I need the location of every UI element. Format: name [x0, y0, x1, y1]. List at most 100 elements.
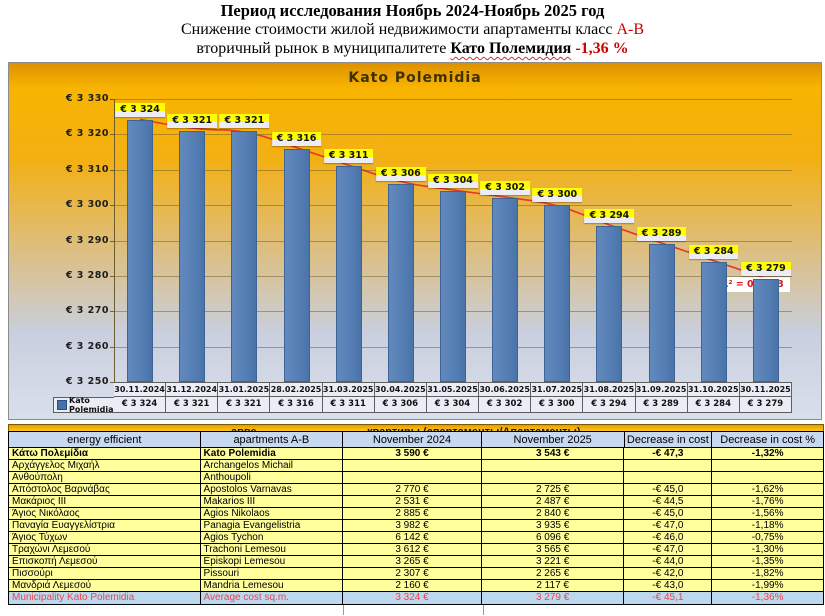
area-name-english: Agios Tychon [201, 532, 344, 543]
table-row: Απόστολος Βαρνάβας Apostolos Varnavas 2 77… [8, 484, 824, 496]
x-axis-value-cell: € 3 302 [479, 397, 532, 413]
x-axis-date-cell: 30.06.2025 [479, 382, 532, 397]
y-axis-tick [110, 275, 114, 277]
area-name-english: Agios Nikolaos [201, 508, 344, 519]
bar-value-label: € 3 304 [428, 173, 478, 188]
bar-value-label: € 3 289 [636, 227, 687, 242]
x-axis-date-cell: 31.07.2025 [531, 382, 584, 397]
cell-value: 2 265 € [482, 568, 625, 579]
y-axis-tick [110, 311, 114, 313]
table-row: Άγιος Νικόλαος Agios Nikolaos 2 885 €2 840… [8, 508, 824, 520]
cell-value: 2 307 € [343, 568, 482, 579]
x-axis-date-cell: 31.08.2025 [583, 382, 636, 397]
area-name-greek: Επισκοπή Λεμεσού [9, 556, 201, 567]
cell-value: -€ 42,0 [624, 568, 713, 579]
column-header: November 2025 [482, 432, 625, 447]
cell-value: 2 531 € [343, 496, 482, 507]
table-row: Παναγία Ευαγγελίστρια Panagia Evangelistr… [8, 520, 824, 532]
clipped-text-fragment: квартиры (апартаменты/Апартаменты) [367, 426, 581, 431]
table-row: Άγιος Τύχων Agios Tychon 6 142 €6 096 € -€ … [8, 532, 824, 544]
cell-value [624, 472, 713, 483]
x-axis-value-cell: € 3 321 [218, 397, 271, 413]
cell-value: 3 612 € [343, 544, 482, 555]
report-title-line1: Период исследования Ноябрь 2024-Ноябрь 2… [220, 1, 605, 20]
cell-value: 2 160 € [343, 580, 482, 591]
stub-border [483, 605, 484, 615]
column-header: energy efficient [9, 432, 201, 447]
footer-value: 3 279 € [482, 592, 625, 604]
table-body: Κάτω Πολεμίδια Kato Polemidia 3 590 €3 543… [8, 448, 824, 592]
y-axis-tick [110, 99, 114, 100]
y-axis-label: € 3 330 [65, 93, 109, 104]
y-axis-tick [110, 205, 114, 207]
cell-value: -€ 44,5 [624, 496, 713, 507]
cell-value: -0,75% [751, 532, 784, 543]
bar-value-label: € 3 321 [167, 113, 218, 128]
cell-value: -€ 47,0 [624, 520, 713, 531]
x-axis-date-cell: 28.02.2025 [270, 382, 323, 397]
y-axis-tick [110, 346, 114, 348]
x-axis-date-cell: 31.10.2025 [687, 382, 740, 397]
cell-value [712, 460, 823, 471]
cell-value: 3 265 € [343, 556, 482, 567]
y-axis-tick [110, 382, 114, 383]
x-axis-value-cell: € 3 289 [635, 397, 688, 413]
cell-value: -1,35% [751, 556, 784, 567]
bar-value-label: € 3 302 [480, 181, 530, 196]
area-name-english: Kato Polemidia [201, 448, 344, 459]
grid-line [114, 134, 792, 136]
cell-value: 2 770 € [343, 484, 482, 495]
column-header: Decrease in cost [625, 432, 713, 447]
cell-value: 2 885 € [343, 508, 482, 519]
area-name-english: Pissouri [201, 568, 344, 579]
x-axis-value-cell: € 3 321 [166, 397, 219, 413]
cell-value: -€ 47,3 [624, 448, 713, 459]
cell-value [624, 460, 713, 471]
footer-label: Municipality Kato Polemidia [9, 592, 201, 604]
column-header: apartments A-B [201, 432, 344, 447]
area-name-greek: Μανδριά Λεμεσού [9, 580, 201, 591]
footer-value: -1,36% [751, 592, 784, 603]
area-name-greek: Παναγία Ευαγγελίστρια [9, 520, 201, 531]
cell-value: -€ 47,0 [624, 544, 713, 555]
bar [179, 130, 206, 382]
cell-value: -1,76% [751, 496, 784, 507]
bar [648, 244, 675, 382]
y-axis-line [114, 99, 115, 382]
cell-value: 3 935 € [482, 520, 625, 531]
cell-value: 3 590 € [343, 448, 482, 459]
area-name-greek: Αρχάγγελος Μιχαήλ [9, 460, 201, 471]
x-axis-date-cell: 30.04.2025 [374, 382, 427, 397]
legend-series-label: Kato Polemidia [69, 396, 114, 414]
y-axis-label: € 3 300 [65, 199, 109, 211]
bar [335, 166, 362, 382]
report-title-line2: Снижение стоимости жилой недвижимости ап… [0, 20, 825, 39]
y-axis-label: € 3 310 [65, 163, 109, 175]
cell-value: -1,82% [751, 568, 784, 579]
bar-value-label: € 3 324 [115, 103, 165, 118]
title-line2-text: Снижение стоимости жилой недвижимости ап… [180, 21, 617, 38]
area-name-english: Panagia Evangelistria [201, 520, 344, 531]
column-header: Decrease in cost % [720, 434, 816, 446]
comparison-table: авве квартиры (апартаменты/Апартаменты) … [8, 424, 824, 616]
cell-value: 2 840 € [482, 508, 625, 519]
bar [231, 130, 258, 382]
y-axis-tick [110, 134, 114, 136]
bar [283, 148, 310, 382]
grid-line [114, 169, 792, 171]
area-name-english: Archangelos Michail [201, 460, 344, 471]
cell-value: -1,32% [751, 448, 784, 459]
cell-value: -€ 45,0 [624, 484, 713, 495]
table-header-row: energy efficient apartments A-B November 2… [8, 431, 824, 448]
report-header: Период исследования Ноябрь 2024-Ноябрь 2… [0, 1, 825, 58]
bar-value-label: € 3 321 [219, 113, 270, 128]
y-axis-label: € 3 290 [65, 234, 109, 246]
x-axis-value-cell: € 3 324 [114, 397, 167, 413]
x-axis-value-cell: € 3 311 [322, 397, 375, 413]
bar-value-label: € 3 284 [688, 244, 739, 259]
y-axis-label: € 3 250 [65, 376, 109, 387]
report-title-line3: вторичный рынок в муниципалитете Като По… [0, 39, 825, 58]
area-name-english: Apostolos Varnavas [201, 484, 344, 495]
table-row: Αρχάγγελος Μιχαήλ Archangelos Michail [8, 460, 824, 472]
cell-value: -€ 44,0 [624, 556, 713, 567]
